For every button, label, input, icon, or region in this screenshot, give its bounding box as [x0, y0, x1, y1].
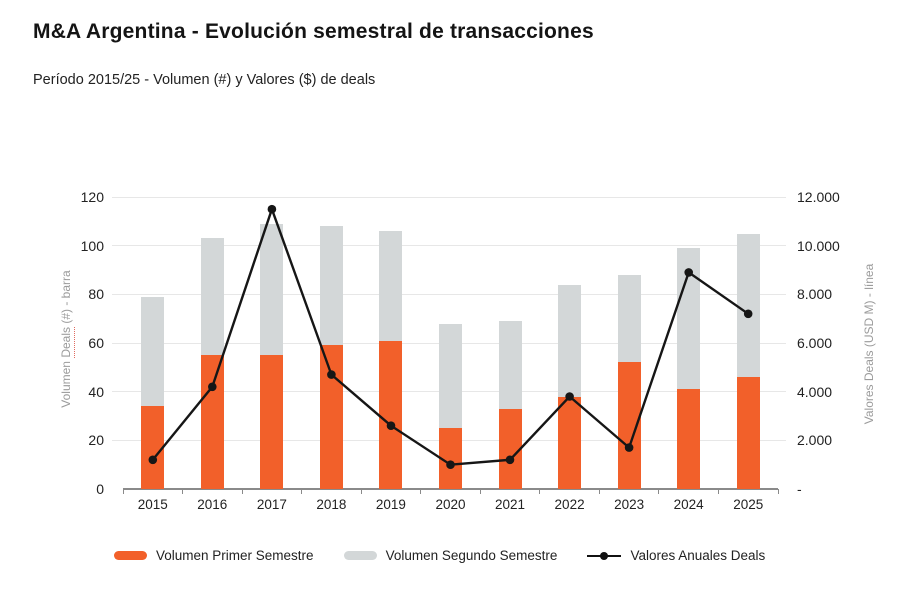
legend-label: Volumen Primer Semestre [156, 548, 314, 563]
line-series [151, 205, 749, 466]
chart-subtitle: Período 2015/25 - Volumen (#) y Valores … [33, 72, 376, 88]
bar-primer-semestre [379, 340, 403, 489]
bar-primer-semestre [260, 355, 284, 489]
data-point [446, 460, 455, 470]
x-axis-label: 2016 [197, 497, 228, 512]
x-axis-tick [420, 489, 422, 494]
bar-segundo-semestre [141, 296, 165, 407]
valores-anuales-line-chart [148, 204, 753, 470]
x-axis-tick [539, 489, 541, 494]
x-axis-label: 2015 [137, 497, 168, 512]
bar-primer-semestre [677, 389, 701, 489]
y-axis-tick-right: 10.000 [797, 237, 840, 254]
data-point [327, 370, 336, 379]
x-axis-label: 2025 [733, 497, 764, 512]
y-axis-tick-right: - [797, 481, 802, 497]
bar-primer-semestre [200, 355, 224, 489]
y-axis-tick-right: 12.000 [797, 189, 840, 205]
x-axis-tick [479, 489, 481, 494]
y-axis-tick-right: 4.000 [797, 383, 833, 400]
legend-item-segundo-semestre: Volumen Segundo Semestre [343, 548, 558, 563]
y-axis-tick-left: 40 [88, 383, 104, 400]
legend-item-primer-semestre: Volumen Primer Semestre [114, 548, 314, 563]
x-axis-tick [777, 489, 779, 494]
data-point [505, 455, 515, 465]
bar-primer-semestre [319, 345, 343, 489]
bar-segundo-semestre [200, 238, 224, 356]
data-point [624, 443, 634, 452]
x-axis-label: 2018 [316, 497, 347, 512]
x-axis-label: 2022 [554, 497, 585, 512]
y-axis-tick-left: 20 [88, 432, 104, 449]
bar-primer-semestre [617, 362, 641, 489]
x-axis-tick [241, 489, 243, 494]
bar-primer-semestre [141, 406, 165, 489]
x-axis-tick [360, 489, 362, 494]
gridline [112, 196, 786, 198]
gridline [112, 245, 786, 247]
y-axis-tick-left: 80 [88, 286, 104, 303]
legend-label: Valores Anuales Deals [630, 548, 766, 563]
data-point [743, 309, 753, 319]
y-axis-tick-right: 6.000 [797, 335, 833, 351]
x-axis-label: 2017 [256, 497, 287, 512]
y-axis-tick-left: 100 [80, 237, 104, 254]
data-point [208, 382, 217, 392]
bar-primer-semestre [558, 396, 582, 489]
legend: Volumen Primer Semestre Volumen Segundo … [114, 548, 765, 563]
bar-segundo-semestre [260, 223, 284, 356]
data-point [565, 392, 574, 401]
x-axis-tick [122, 489, 124, 494]
y-axis-tick-right: 2.000 [797, 432, 833, 449]
orange-bar-swatch-icon [114, 551, 147, 560]
data-point [386, 421, 396, 430]
x-axis-label: 2021 [495, 497, 526, 512]
y-axis-tick-left: 120 [80, 189, 104, 205]
x-axis-tick [182, 489, 184, 494]
line-dot-swatch-icon [587, 551, 622, 560]
bar-segundo-semestre [677, 248, 701, 390]
bar-primer-semestre [439, 428, 462, 489]
bar-segundo-semestre [558, 284, 582, 397]
x-axis-tick [717, 489, 719, 494]
bar-segundo-semestre [498, 321, 522, 409]
data-point [267, 204, 277, 214]
data-point [684, 268, 693, 277]
chart-title: M&A Argentina - Evolución semestral de t… [33, 20, 594, 43]
x-axis-label: 2024 [673, 497, 704, 512]
bar-primer-semestre [498, 408, 522, 489]
bar-primer-semestre [736, 377, 760, 489]
legend-item-valores-anuales: Valores Anuales Deals [587, 548, 765, 563]
y-axis-tick-left: 0 [96, 481, 104, 497]
x-axis-tick [658, 489, 660, 494]
y-axis-tick-right: 8.000 [797, 286, 833, 303]
bar-segundo-semestre [736, 233, 760, 378]
bar-segundo-semestre [439, 323, 462, 429]
x-axis-label: 2020 [435, 497, 466, 512]
x-axis-tick [598, 489, 600, 494]
x-axis-label: 2023 [614, 497, 645, 512]
gray-bar-swatch-icon [343, 551, 377, 560]
y-axis-tick-left: 60 [88, 335, 104, 351]
x-axis-label: 2019 [375, 497, 406, 512]
bar-segundo-semestre [617, 274, 641, 363]
plot-area [122, 197, 779, 494]
x-axis-tick [301, 489, 303, 494]
legend-label: Volumen Segundo Semestre [385, 548, 558, 563]
data-point [148, 455, 158, 465]
gridline [112, 293, 786, 295]
bar-segundo-semestre [379, 231, 403, 341]
bar-segundo-semestre [319, 226, 343, 346]
